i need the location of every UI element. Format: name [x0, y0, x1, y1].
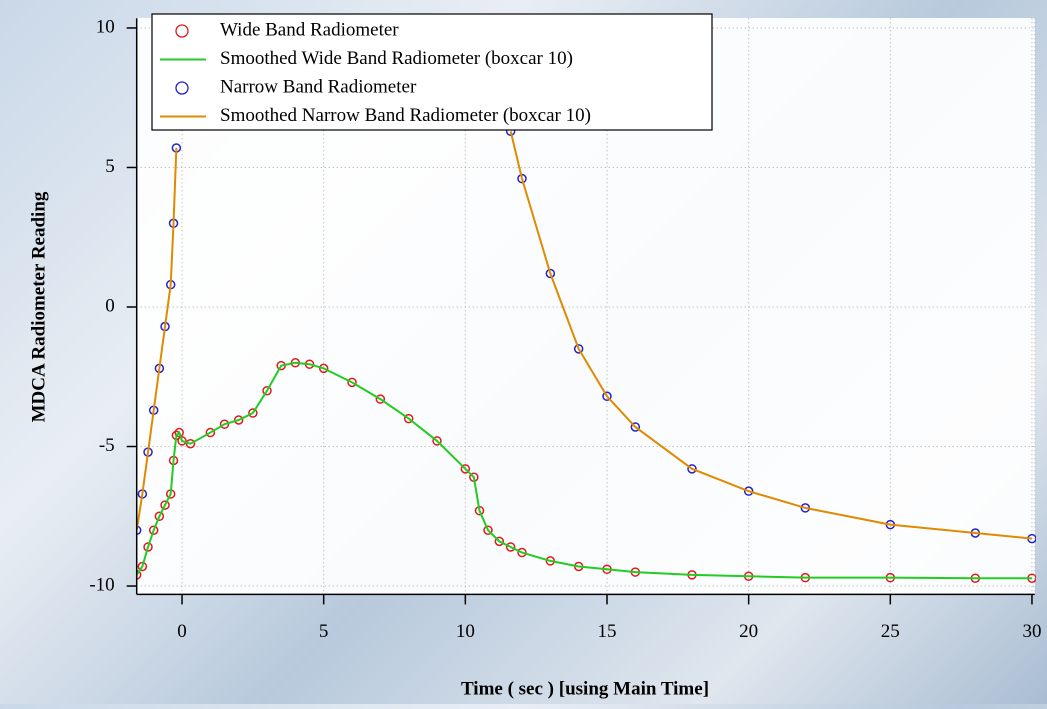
- legend-label: Narrow Band Radiometer: [220, 76, 417, 97]
- data-point: [248, 408, 258, 418]
- axes: 0 5 10 15 20 25 30 -10 -5 0 5 10: [89, 16, 1041, 641]
- data-point: [148, 525, 159, 535]
- data-point: [347, 377, 357, 388]
- x-tick-label: 25: [881, 621, 900, 642]
- y-tick-label: 5: [105, 156, 115, 177]
- data-point: [185, 438, 196, 449]
- legend: Wide Band Radiometer Smoothed Wide Band R…: [151, 13, 713, 131]
- data-point: [687, 464, 697, 474]
- data-point: [743, 486, 754, 496]
- x-tick-label: 10: [456, 621, 475, 642]
- data-point: [160, 500, 170, 510]
- legend-symbol: [175, 81, 189, 95]
- data-point: [154, 511, 165, 522]
- data-point: [375, 394, 386, 404]
- data-point: [318, 363, 329, 374]
- data-line: [509, 130, 1033, 540]
- data-line: [136, 147, 178, 531]
- y-tick-label: -5: [99, 435, 115, 456]
- data-point: [174, 427, 184, 438]
- data-point: [262, 385, 272, 396]
- data-point: [432, 436, 442, 446]
- legend-label: Wide Band Radiometer: [220, 19, 399, 40]
- data-point: [573, 344, 584, 354]
- x-tick-label: 0: [177, 621, 187, 642]
- data-point: [219, 419, 230, 429]
- legend-label: Smoothed Wide Band Radiometer (boxcar 10…: [220, 48, 573, 69]
- x-tick-label: 30: [1022, 621, 1041, 642]
- data-point: [494, 536, 505, 547]
- data-point: [517, 547, 527, 558]
- y-tick-label: 10: [96, 16, 115, 37]
- x-tick-label: 20: [739, 621, 758, 642]
- y-tick-label: -10: [89, 574, 114, 595]
- x-tick-label: 5: [319, 621, 329, 642]
- data-point: [177, 436, 187, 446]
- y-axis-label: MDCA Radiometer Reading: [28, 191, 49, 422]
- data-point: [403, 413, 414, 424]
- data-point: [483, 525, 493, 535]
- y-tick-label: 0: [105, 295, 115, 316]
- data-point: [205, 427, 216, 438]
- data-point: [505, 542, 516, 552]
- data-line: [136, 361, 1032, 580]
- data-point: [630, 422, 641, 432]
- data-point: [460, 464, 471, 474]
- legend-label: Smoothed Narrow Band Radiometer (boxcar …: [220, 105, 591, 126]
- x-axis-label: Time ( sec ) [using Main Time]: [461, 678, 709, 699]
- data-point: [545, 268, 556, 279]
- x-tick-label: 15: [597, 621, 616, 642]
- legend-box: [151, 13, 713, 131]
- data-point: [137, 561, 148, 572]
- data-point: [602, 391, 612, 402]
- legend-symbol: [175, 24, 189, 38]
- data-point: [143, 542, 153, 552]
- data-point: [233, 415, 244, 425]
